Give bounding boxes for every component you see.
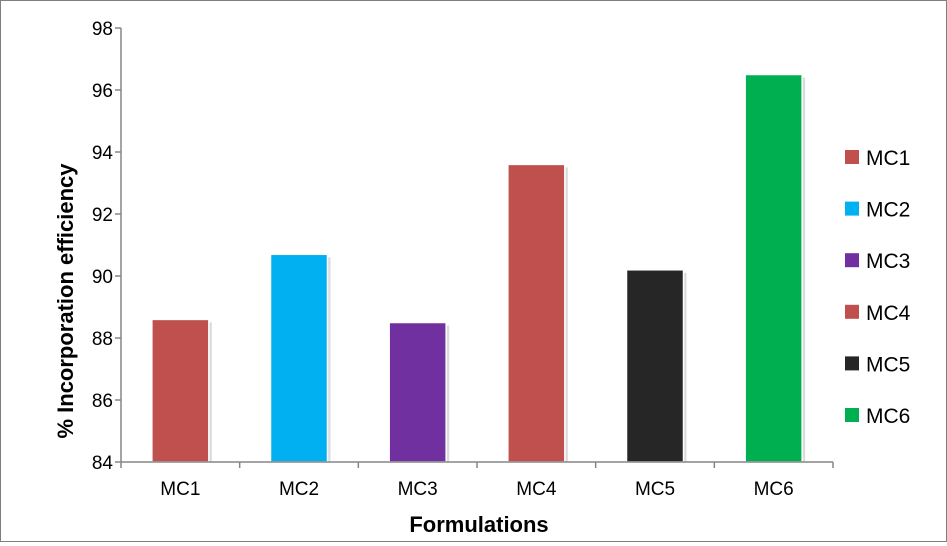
y-tick-label: 94 (92, 143, 114, 164)
legend-swatch (845, 253, 859, 268)
legend-swatch (845, 408, 859, 422)
x-tick-label: MC2 (279, 479, 319, 500)
bars-layer (151, 73, 806, 463)
legend-item: MC3 (845, 250, 910, 273)
legend-label: MC3 (866, 250, 910, 273)
y-tick-label: 96 (92, 81, 113, 102)
y-tick-label: 98 (92, 19, 113, 40)
bar-mc5 (625, 269, 685, 463)
bar-mc3 (388, 321, 447, 463)
y-tick-label: 90 (92, 267, 113, 288)
y-tick-label: 84 (92, 453, 114, 474)
x-tick-label: MC6 (754, 479, 794, 500)
y-axis-title: % Incorporation efficiency (53, 163, 78, 439)
x-axis-ticks: MC1 MC2 MC3 MC4 MC5 MC6 (120, 462, 834, 500)
x-tick-label: MC1 (160, 479, 200, 500)
y-tick-label: 86 (92, 391, 113, 412)
y-axis-ticks: 84 86 88 90 92 94 96 98 (92, 19, 121, 474)
legend-label: MC4 (866, 302, 911, 325)
legend: MC1 MC2 MC3 MC4 MC5 MC6 (845, 147, 911, 428)
legend-swatch (845, 150, 859, 164)
bar-mc6 (744, 73, 803, 463)
legend-item: MC5 (845, 353, 910, 376)
x-tick-label: MC3 (398, 479, 438, 500)
y-tick-label: 92 (92, 205, 113, 226)
legend-label: MC1 (866, 147, 910, 170)
legend-item: MC2 (845, 199, 910, 222)
bar-mc4 (507, 163, 566, 463)
legend-swatch (845, 201, 859, 216)
x-axis-title: Formulations (409, 512, 548, 537)
legend-swatch (845, 304, 859, 319)
legend-label: MC6 (866, 405, 910, 428)
bar-mc1 (151, 318, 210, 463)
legend-item: MC6 (845, 405, 910, 428)
x-tick-label: MC5 (635, 479, 675, 500)
legend-swatch (845, 356, 859, 371)
x-tick-label: MC4 (516, 479, 557, 500)
legend-item: MC4 (845, 302, 911, 325)
legend-label: MC5 (866, 353, 910, 376)
bar-mc2 (269, 253, 329, 463)
y-tick-label: 88 (92, 329, 113, 350)
legend-label: MC2 (866, 199, 910, 222)
legend-item: MC1 (845, 147, 910, 170)
